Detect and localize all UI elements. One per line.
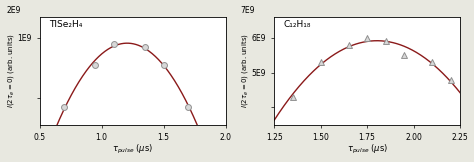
Point [401,54,408,57]
Text: TlSe₂H₄: TlSe₂H₄ [49,20,82,29]
Point [110,43,118,45]
Text: 2E9: 2E9 [6,6,20,15]
Text: 7E9: 7E9 [241,6,255,15]
Point [289,96,297,98]
Point [91,64,99,66]
Point [345,44,352,46]
Point [160,64,167,66]
Point [428,61,436,64]
Y-axis label: $I(2\tau_e = 0)$ (arb. units): $I(2\tau_e = 0)$ (arb. units) [240,33,250,108]
Point [363,37,371,39]
X-axis label: $\tau_{pulse}$ ($\mu$s): $\tau_{pulse}$ ($\mu$s) [112,143,153,156]
Point [382,40,390,43]
Point [184,105,192,108]
Text: C₁₂H₁₈: C₁₂H₁₈ [283,20,311,29]
Point [141,46,149,48]
Y-axis label: $I(2\tau_e = 0)$ (arb. units): $I(2\tau_e = 0)$ (arb. units) [6,33,16,108]
Point [447,78,455,81]
Point [317,61,324,64]
Point [61,105,68,108]
X-axis label: $\tau_{pulse}$ ($\mu$s): $\tau_{pulse}$ ($\mu$s) [346,143,388,156]
